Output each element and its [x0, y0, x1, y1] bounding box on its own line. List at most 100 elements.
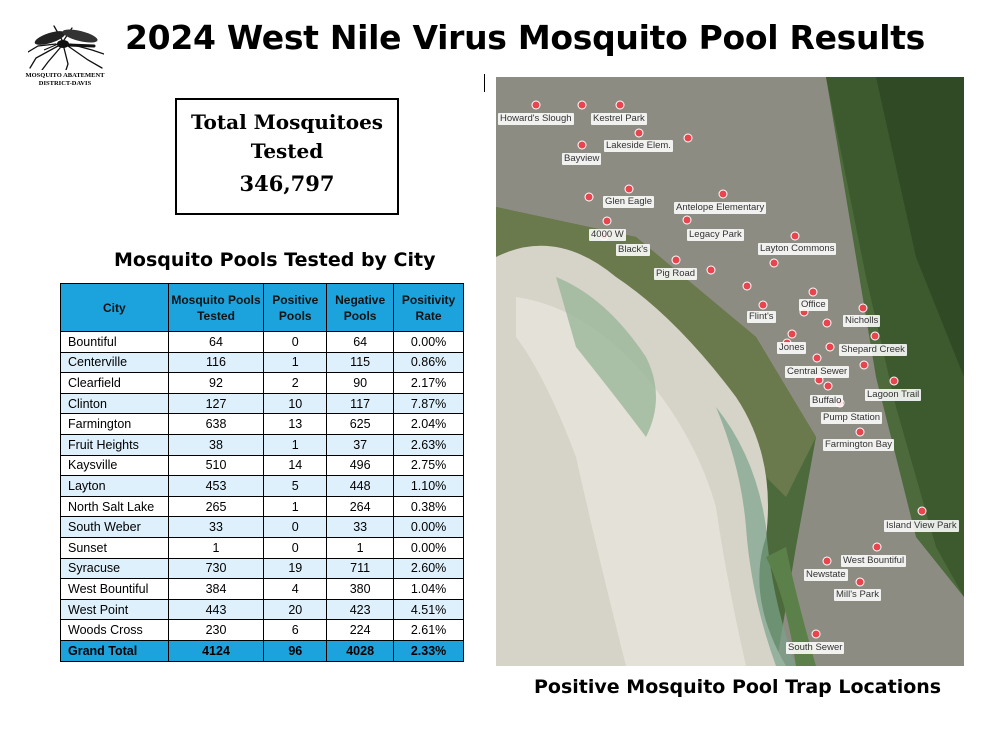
map-label: Island View Park: [884, 520, 959, 532]
map-pin[interactable]: [808, 287, 818, 297]
table-row: Fruit Heights 38 1 37 2.63%: [60, 433, 464, 456]
map-pin[interactable]: [577, 100, 587, 110]
table-row: Sunset 1 0 1 0.00%: [60, 536, 464, 559]
cell-city: Centerville: [60, 351, 169, 374]
cell-negative-pools: 625: [326, 413, 395, 435]
cell-negative-pools: 423: [326, 598, 395, 621]
map-pin[interactable]: [758, 300, 768, 310]
map-label: Newstate: [804, 569, 848, 581]
cell-pools-tested: 453: [167, 475, 265, 497]
map-pin[interactable]: [787, 329, 797, 339]
cell-positive-pools: 6: [263, 619, 328, 641]
cell-pools-tested: 638: [167, 413, 265, 435]
total-label-line1: Total Mosquitoes: [190, 110, 384, 134]
text-cursor: [484, 74, 485, 92]
table-row: West Point 443 20 423 4.51%: [60, 598, 464, 621]
map-pin[interactable]: [769, 258, 779, 268]
map-pin[interactable]: [811, 629, 821, 639]
map-label: Kestrel Park: [591, 113, 647, 125]
map-pin[interactable]: [683, 133, 693, 143]
map-label: Central Sewer: [785, 366, 850, 378]
map-pin[interactable]: [671, 255, 681, 265]
cell-pools-tested: 116: [167, 351, 265, 374]
header-pools-tested: Mosquito Pools Tested: [167, 283, 265, 332]
map-pin[interactable]: [859, 360, 869, 370]
cell-positivity-rate: 1.10%: [393, 475, 464, 497]
map-pin[interactable]: [615, 100, 625, 110]
map-pin[interactable]: [855, 577, 865, 587]
header-negative-pools: Negative Pools: [326, 283, 395, 332]
cell-positivity-rate: 7.87%: [393, 392, 464, 415]
cell-city: Syracuse: [60, 557, 169, 580]
map-label: Nicholls: [843, 315, 881, 327]
cell-positive-pools: 20: [263, 598, 328, 621]
map-pin[interactable]: [706, 265, 716, 275]
map-pin[interactable]: [718, 189, 728, 199]
map-label: Flint's: [747, 311, 776, 323]
total-mosquitoes-box: Total Mosquitoes Tested 346,797: [175, 98, 399, 215]
map-pin[interactable]: [858, 303, 868, 313]
table-row: Kaysville 510 14 496 2.75%: [60, 454, 464, 477]
map-label: West Bountiful: [841, 555, 907, 567]
map-pin[interactable]: [812, 353, 822, 363]
map-pin[interactable]: [825, 342, 835, 352]
total-value: 346,797: [239, 171, 335, 196]
cell-pools-tested: 265: [167, 495, 265, 518]
table-row: Bountiful 64 0 64 0.00%: [60, 331, 464, 353]
cell-positive-pools: 1: [263, 351, 328, 374]
map-pin[interactable]: [917, 506, 927, 516]
map-label: Buffalo: [810, 395, 844, 407]
map-label: Layton Commons: [758, 243, 837, 255]
map-caption: Positive Mosquito Pool Trap Locations: [534, 676, 942, 698]
map-pin[interactable]: [602, 216, 612, 226]
map-pin[interactable]: [822, 318, 832, 328]
map-pin[interactable]: [872, 542, 882, 552]
cell-negative-pools: 115: [326, 351, 395, 374]
cell-positivity-rate: 2.17%: [393, 372, 464, 394]
map-pin[interactable]: [531, 100, 541, 110]
cell-positivity-rate: 2.60%: [393, 557, 464, 580]
cell-positivity-rate: 0.38%: [393, 495, 464, 518]
cell-positivity-rate: 4.51%: [393, 598, 464, 621]
map-pin[interactable]: [870, 331, 880, 341]
cell-positivity-rate: 2.63%: [393, 433, 464, 456]
table-row: Farmington 638 13 625 2.04%: [60, 413, 464, 435]
cell-positive-pools: 13: [263, 413, 328, 435]
total-cell-positive-pools: 96: [263, 639, 328, 662]
total-cell-pools-tested: 4124: [167, 639, 265, 662]
map-pin[interactable]: [823, 381, 833, 391]
map-pin[interactable]: [584, 192, 594, 202]
map-pin[interactable]: [624, 184, 634, 194]
map-label: Lagoon Trail: [865, 389, 922, 401]
cell-positivity-rate: 0.86%: [393, 351, 464, 374]
cell-positive-pools: 0: [263, 536, 328, 559]
map-label: Jones: [777, 342, 807, 354]
map-pin[interactable]: [742, 281, 752, 291]
map-pin[interactable]: [889, 376, 899, 386]
cell-negative-pools: 33: [326, 516, 395, 538]
logo-text: MOSQUITO ABATEMENT DISTRICT-DAVIS: [18, 72, 112, 88]
logo-line1: MOSQUITO ABATEMENT: [25, 72, 105, 79]
map-pin[interactable]: [822, 556, 832, 566]
cell-city: West Point: [60, 598, 169, 621]
map-pin[interactable]: [634, 128, 644, 138]
cell-pools-tested: 384: [167, 578, 265, 600]
cell-positive-pools: 4: [263, 578, 328, 600]
total-cell-negative-pools: 4028: [326, 639, 395, 662]
map-pin[interactable]: [682, 215, 692, 225]
map-label: Howard's Slough: [498, 113, 574, 125]
map-label: Lakeside Elem.: [604, 140, 673, 152]
map-pin[interactable]: [577, 140, 587, 150]
cell-city: South Weber: [60, 516, 169, 538]
cell-pools-tested: 1: [167, 536, 265, 559]
cell-negative-pools: 1: [326, 536, 395, 559]
map-label: South Sewer: [786, 642, 845, 654]
map-label: Glen Eagle: [603, 196, 655, 208]
map-label: Shepard Creek: [839, 344, 907, 356]
cell-negative-pools: 448: [326, 475, 395, 497]
map-pin[interactable]: [790, 231, 800, 241]
table-row: Centerville 116 1 115 0.86%: [60, 351, 464, 374]
cell-negative-pools: 64: [326, 331, 395, 353]
header-city: City: [60, 283, 169, 332]
map-pin[interactable]: [855, 427, 865, 437]
